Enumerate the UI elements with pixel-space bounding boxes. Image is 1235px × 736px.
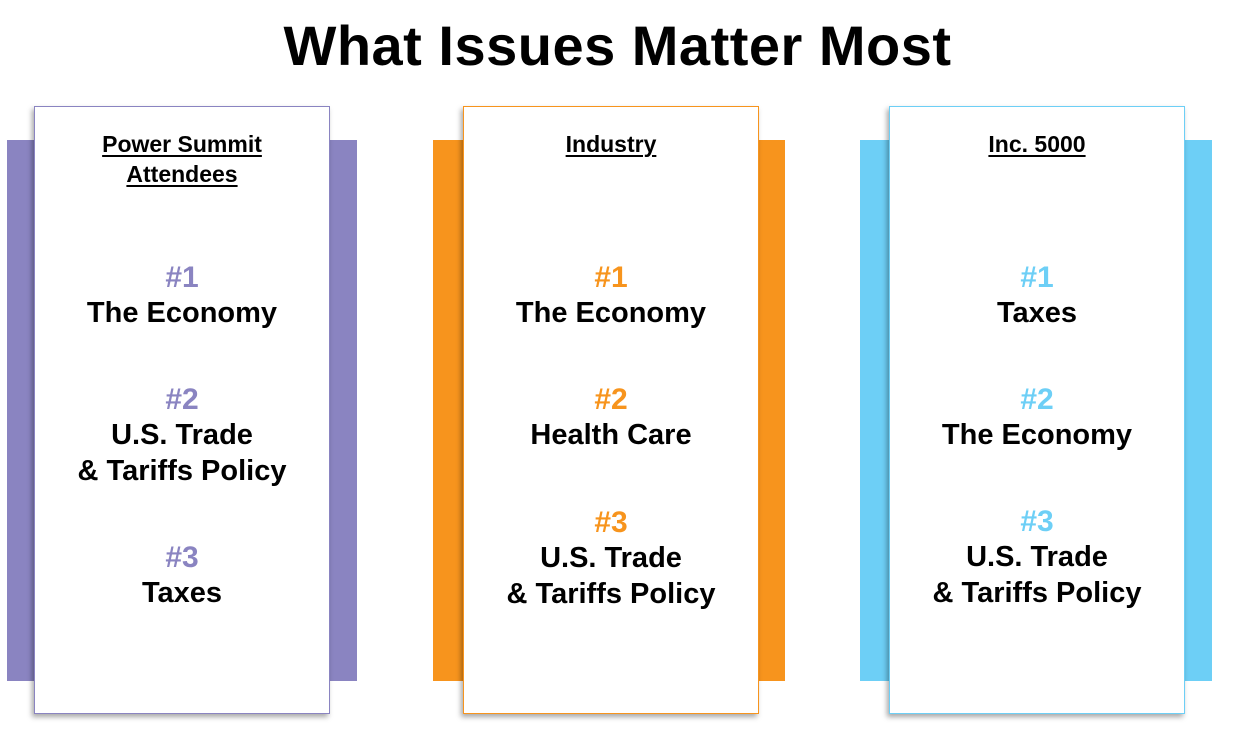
issue-card: Power Summit Attendees #1 The Economy #2…	[34, 106, 330, 714]
rank-label: The Economy	[941, 419, 1133, 451]
rank-number: #2	[165, 383, 199, 416]
rank-item-3: #3 U.S. Trade & Tariffs Policy	[464, 506, 758, 612]
rank-number: #2	[1020, 383, 1054, 416]
rank-number: #1	[594, 261, 628, 294]
page-title: What Issues Matter Most	[283, 14, 952, 77]
rank-item-2: #2 The Economy	[890, 383, 1184, 453]
rank-item-1: #1 Taxes	[890, 261, 1184, 331]
card-heading: Inc. 5000	[988, 131, 1086, 157]
rank-number: #3	[165, 541, 199, 574]
rank-label: U.S. Trade & Tariffs Policy	[77, 419, 287, 487]
card-heading: Industry	[565, 131, 657, 157]
issue-card: Industry #1 The Economy #2 Health Care #…	[463, 106, 759, 714]
rank-item-2: #2 Health Care	[464, 383, 758, 453]
rank-number: #2	[594, 383, 628, 416]
rank-label: Taxes	[141, 577, 223, 609]
rank-item-2: #2 U.S. Trade & Tariffs Policy	[35, 383, 329, 489]
rank-label: Taxes	[996, 297, 1078, 329]
rank-label: U.S. Trade & Tariffs Policy	[932, 541, 1142, 609]
rank-item-3: #3 U.S. Trade & Tariffs Policy	[890, 505, 1184, 611]
rank-label: The Economy	[86, 297, 278, 329]
rank-label: Health Care	[530, 419, 692, 451]
rank-number: #1	[1020, 261, 1054, 294]
rank-number: #3	[594, 506, 628, 539]
rank-number: #1	[165, 261, 199, 294]
card-heading: Power Summit Attendees	[102, 131, 262, 187]
issue-card: Inc. 5000 #1 Taxes #2 The Economy #3 U.S…	[889, 106, 1185, 714]
rank-item-3: #3 Taxes	[35, 541, 329, 611]
rank-label: The Economy	[515, 297, 707, 329]
rank-label: U.S. Trade & Tariffs Policy	[506, 542, 716, 610]
rank-item-1: #1 The Economy	[35, 261, 329, 331]
rank-item-1: #1 The Economy	[464, 261, 758, 331]
rank-number: #3	[1020, 505, 1054, 538]
